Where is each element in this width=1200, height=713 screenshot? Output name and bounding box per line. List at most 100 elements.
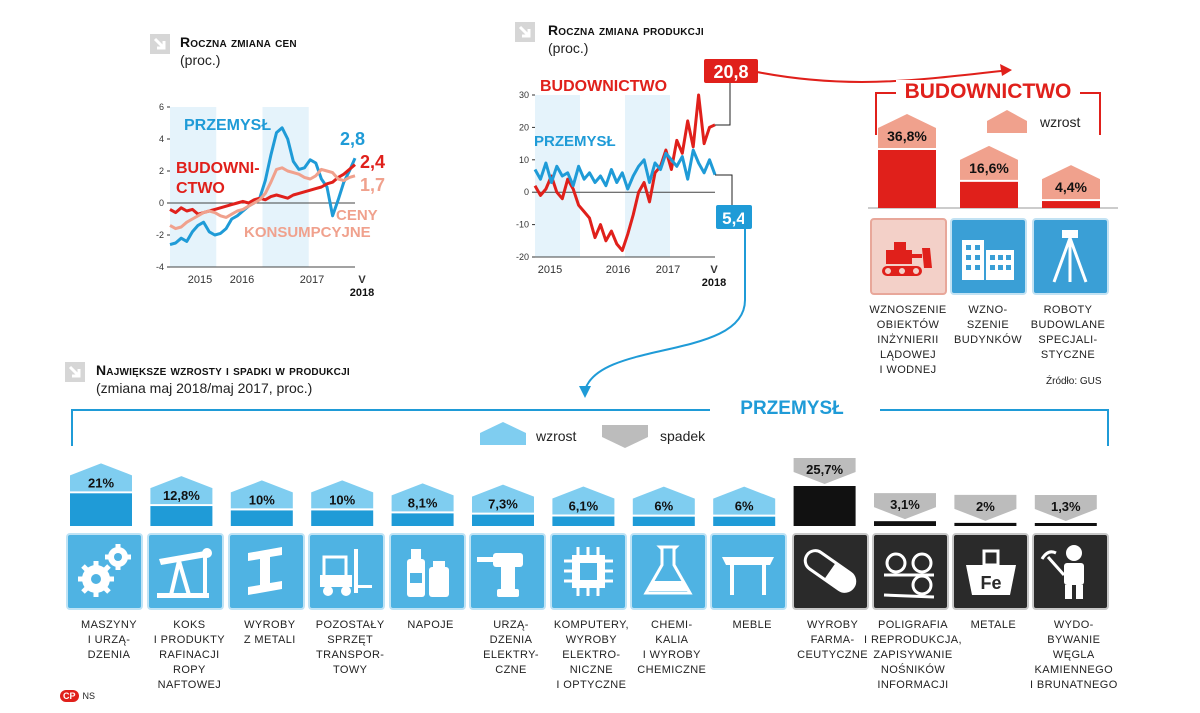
category-line: I REPRODUKCJA, — [864, 634, 962, 646]
end-label-box-przemysl — [716, 205, 752, 229]
bar-value-label-8: 6% — [735, 499, 754, 514]
bar-arrow-up-6 — [552, 486, 615, 515]
end-label-ceny: 1,7 — [360, 175, 385, 195]
y-tick-label: 4 — [159, 134, 164, 144]
category-line: INFORMACJI — [877, 679, 949, 691]
series-line-0 — [169, 126, 357, 247]
bar-arrow-up-0 — [70, 463, 132, 492]
forklift-icon — [308, 533, 385, 610]
bar-value-label-5: 7,3% — [488, 497, 518, 512]
oil-pump-icon — [147, 533, 224, 610]
category-line: KALIA — [655, 634, 689, 646]
bar-przemysl-5 — [472, 514, 534, 526]
bar-przemysl-6 — [552, 516, 615, 526]
category-line: URZĄ- — [493, 619, 529, 631]
y-tick-label: -10 — [516, 220, 529, 230]
x-sub-tick-label: 2018 — [702, 277, 726, 289]
category-line: ROBOTY — [1043, 304, 1093, 316]
bar-value-label-12: 1,3% — [1051, 499, 1081, 514]
x-tick-label: 2016 — [230, 274, 254, 286]
category-line: ELEKTRO- — [562, 649, 621, 661]
bar-arrow-up-8 — [713, 486, 776, 515]
steel-beam-icon — [228, 533, 305, 610]
bar-arrow-up-1 — [150, 476, 213, 505]
miner-icon — [1032, 533, 1109, 610]
bar-budownictwo-1 — [960, 181, 1018, 208]
bar-przemysl-0 — [70, 493, 132, 526]
series-label-budownictwo: BUDOWNI- — [176, 160, 260, 177]
category-line: DZENIA — [87, 649, 131, 661]
przemysl-bars: 21% 12,8% 10% 10% 8,1% 7,3% 6,1% 6% 6% 25,7% 3,1% 2… — [70, 458, 1097, 526]
bar-arrow-up-7 — [632, 486, 695, 515]
chart1-title: Roczna zmiana cen — [180, 34, 297, 50]
category-line: ROPY — [173, 664, 206, 676]
cp-logo: CP — [60, 690, 79, 702]
bar-value-label-11: 2% — [976, 499, 995, 514]
legend-down-arrow-icon — [602, 425, 648, 448]
category-line: OBIEKTÓW — [876, 319, 940, 331]
y-tick-label: 10 — [519, 155, 529, 165]
series-line-0 — [533, 93, 716, 252]
bar-value-label-10: 3,1% — [890, 497, 920, 512]
bottles-icon — [389, 533, 466, 610]
category-line: FARMA- — [810, 634, 855, 646]
category-line: NAFTOWEJ — [157, 679, 222, 691]
x-tick-label: 2017 — [656, 264, 680, 276]
category-line: ZAPISYWANIE — [873, 649, 953, 661]
category-line: RAFINACJI — [159, 649, 220, 661]
category-line: WYDO- — [1053, 619, 1094, 631]
category-line: INŻYNIERII — [877, 334, 939, 346]
category-label-przemysl-3: POZOSTAŁY SPRZĘT TRANSPOR- TOWY — [300, 618, 400, 678]
przemysl-heading: PRZEMYSŁ — [740, 398, 844, 419]
bar-arrow-0 — [878, 114, 936, 148]
category-line: WYROBY — [806, 619, 859, 631]
category-line: MEBLE — [732, 619, 772, 631]
category-label-przemysl-1: KOKS I PRODUKTY RAFINACJI ROPY NAFTOWEJ — [139, 618, 239, 693]
bar-przemysl-12 — [1034, 523, 1097, 526]
x-tick-label: V — [358, 274, 366, 286]
category-label-przemysl-2: WYROBY Z METALI — [220, 618, 320, 648]
category-line: BUDOWLANE — [1030, 319, 1106, 331]
category-line: TOWY — [332, 664, 368, 676]
bar-arrow-down-11 — [954, 494, 1017, 521]
x-sub-tick-label: 2018 — [350, 287, 374, 299]
category-line: I WYROBY — [642, 649, 701, 661]
category-line: CHEMI- — [651, 619, 693, 631]
category-line: STYCZNE — [1040, 349, 1096, 361]
arrow-down-right-icon — [65, 362, 85, 382]
bar-przemysl-11 — [954, 522, 1017, 526]
series-label-przemysl: PRZEMYSŁ — [184, 117, 271, 134]
bar-arrow-1 — [960, 145, 1018, 180]
arrow-down-right-icon — [515, 22, 535, 42]
category-line: LĄDOWEJ — [880, 349, 936, 361]
legend-up-arrow-icon — [480, 422, 526, 445]
series-line-2 — [169, 166, 356, 231]
y-tick-label: 20 — [519, 122, 529, 132]
category-line: MASZYNY — [81, 619, 137, 631]
category-line: POZOSTAŁY — [315, 619, 385, 631]
legend-up-arrow-icon — [987, 110, 1027, 133]
category-line: WZNOSZENIE — [869, 304, 947, 316]
category-label-przemysl-12: WYDO- BYWANIE WĘGLA KAMIENNEGO I BRUNATNEGO — [1024, 618, 1124, 693]
bar-arrow-up-5 — [472, 484, 534, 513]
bar-arrow-up-3 — [311, 480, 374, 509]
series-label-ceny: CENY — [336, 207, 378, 224]
category-label-przemysl-5: URZĄ- DZENIA ELEKTRY- CZNE — [461, 618, 561, 678]
category-line: KAMIENNEGO — [1034, 664, 1114, 676]
x-tick-label: 2017 — [300, 274, 324, 286]
category-line: TRANSPOR- — [315, 649, 385, 661]
bulldozer-icon — [870, 218, 947, 295]
chart2-subtitle: (proc.) — [548, 40, 589, 56]
category-line: KOMPUTERY, — [553, 619, 629, 631]
bar-value-label-0: 21% — [88, 475, 114, 490]
bar-przemysl-4 — [391, 513, 454, 526]
category-line: METALE — [970, 619, 1017, 631]
author-label: NS — [82, 691, 96, 701]
budownictwo-legend-label: wzrost — [1040, 114, 1081, 130]
bar-value-label-4: 8,1% — [408, 495, 438, 510]
category-line: DZENIA — [489, 634, 533, 646]
bar-przemysl-10 — [874, 521, 936, 526]
bar-value-label-2: 4,4% — [1055, 179, 1087, 195]
bar-arrow-down-12 — [1034, 495, 1097, 521]
